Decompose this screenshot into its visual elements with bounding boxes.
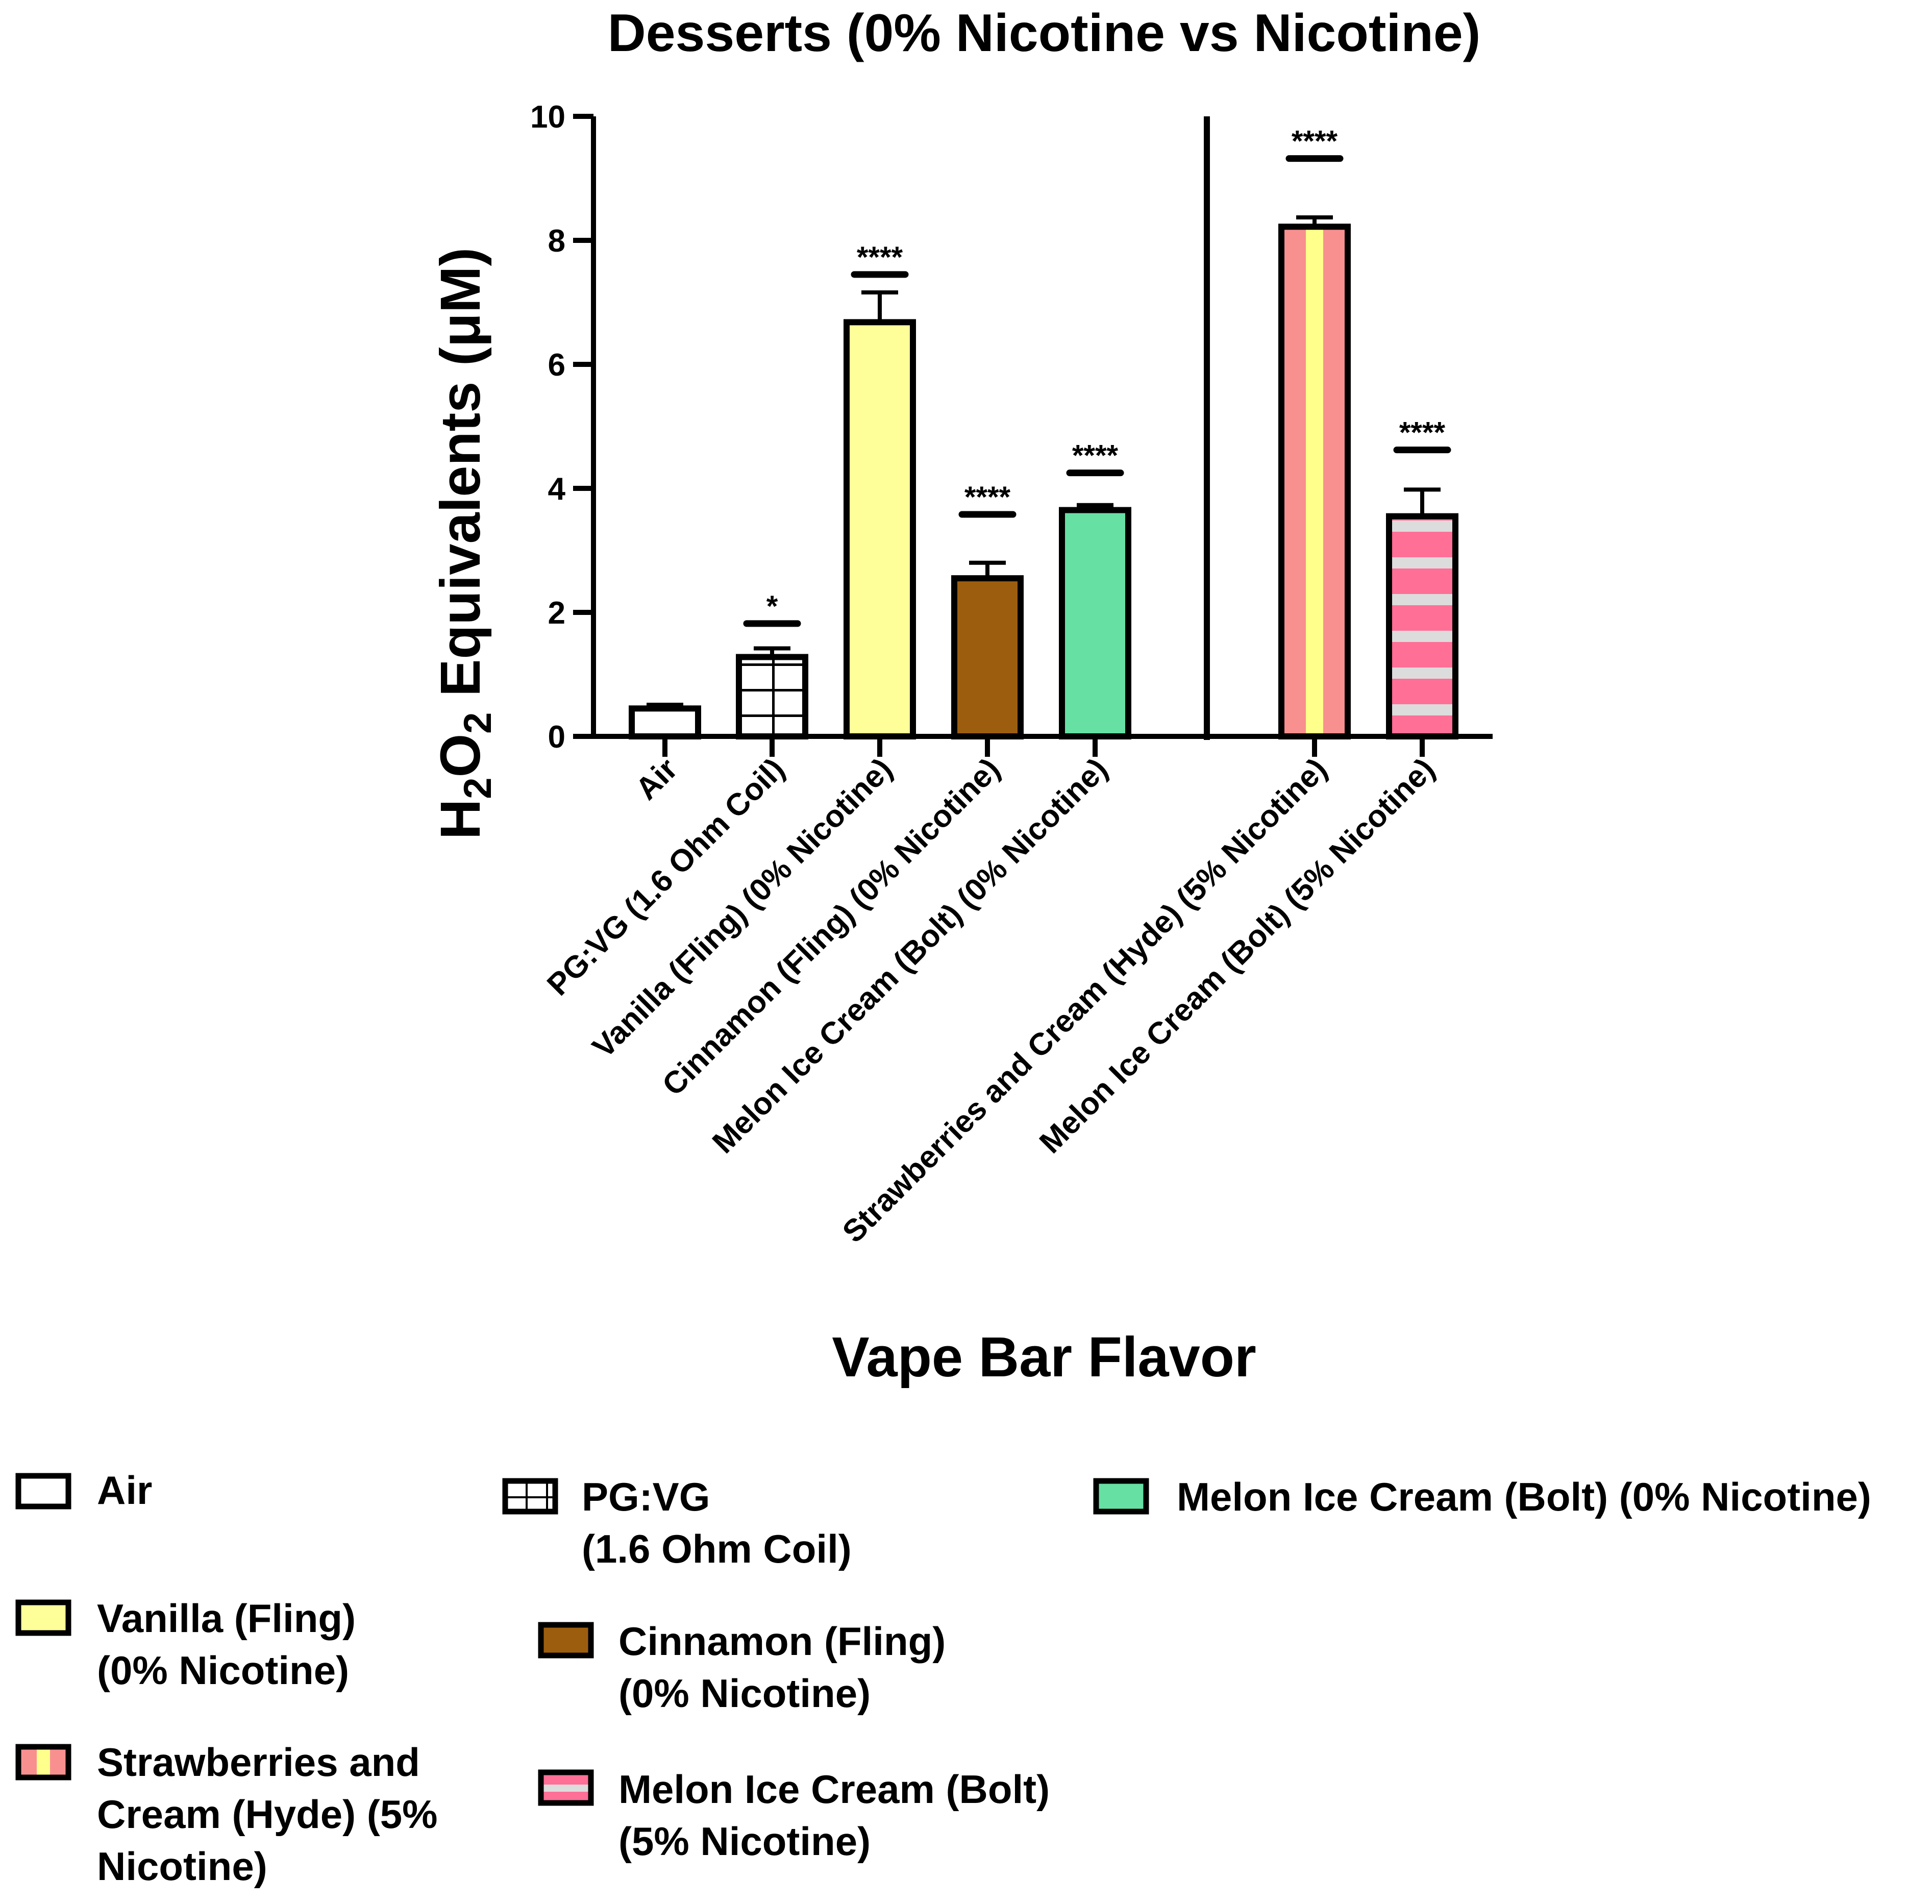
y-axis-label-part: Equivalents (μM) bbox=[429, 248, 492, 712]
legend-label: PG:VG (1.6 Ohm Coil) bbox=[582, 1474, 852, 1571]
legend-label-line: Cream (Hyde) (5% bbox=[97, 1792, 438, 1837]
legend-label-line: PG:VG bbox=[582, 1474, 710, 1519]
legend-swatch bbox=[1093, 1478, 1149, 1515]
bar bbox=[736, 654, 808, 739]
legend-label: Vanilla (Fling) (0% Nicotine) bbox=[97, 1596, 356, 1693]
significance-label: **** bbox=[1292, 125, 1338, 158]
y-axis-label-subscript: 2 bbox=[456, 712, 500, 734]
x-tick-label: Air bbox=[629, 751, 684, 806]
legend-swatch bbox=[538, 1769, 594, 1806]
y-axis-label-part: O bbox=[429, 734, 492, 778]
significance-label: **** bbox=[964, 481, 1011, 514]
legend-label: Cinnamon (Fling) (0% Nicotine) bbox=[618, 1619, 946, 1716]
y-axis-label: H2O2 Equivalents (μM) bbox=[429, 248, 500, 839]
significance-label: * bbox=[766, 590, 778, 623]
y-tick-label: 6 bbox=[548, 348, 565, 383]
significance-label: **** bbox=[857, 241, 903, 274]
legend-swatch bbox=[15, 1744, 71, 1781]
legend-label: Melon Ice Cream (Bolt) (5% Nicotine) bbox=[618, 1767, 1050, 1864]
legend-label-line: (0% Nicotine) bbox=[97, 1648, 349, 1693]
bar bbox=[951, 575, 1024, 740]
legend: Air PG:VG (1.6 Ohm Coil) Melon Ice Cream (B… bbox=[15, 1468, 1871, 1889]
chart-title: Desserts (0% Nicotine vs Nicotine) bbox=[608, 4, 1481, 63]
legend-swatch bbox=[502, 1478, 558, 1515]
y-tick-label: 10 bbox=[530, 100, 565, 135]
legend-label-line: Nicotine) bbox=[97, 1844, 267, 1889]
bar bbox=[844, 319, 916, 739]
y-tick-label: 4 bbox=[548, 472, 566, 507]
legend-label-line: Strawberries and bbox=[97, 1740, 420, 1785]
legend-label: Melon Ice Cream (Bolt) (0% Nicotine) bbox=[1177, 1474, 1871, 1519]
legend-swatch bbox=[15, 1599, 71, 1636]
legend-label-line: (5% Nicotine) bbox=[618, 1819, 871, 1864]
legend-label: Air bbox=[97, 1468, 152, 1513]
bar bbox=[1278, 224, 1351, 739]
legend-swatch bbox=[15, 1473, 71, 1510]
legend-label: Strawberries and Cream (Hyde) (5% Nicotine… bbox=[97, 1740, 438, 1889]
legend-label-line: Melon Ice Cream (Bolt) bbox=[618, 1767, 1050, 1812]
legend-label-line: Vanilla (Fling) bbox=[97, 1596, 356, 1641]
x-tick-label: Melon Ice Cream (Bolt) (5% Nicotine) bbox=[1033, 751, 1442, 1160]
y-axis-label-subscript: 2 bbox=[456, 777, 500, 799]
y-tick-label: 0 bbox=[548, 720, 565, 755]
y-axis-label-part: H bbox=[429, 799, 492, 839]
x-tick-label: Melon Ice Cream (Bolt) (0% Nicotine) bbox=[706, 751, 1114, 1160]
significance-label: **** bbox=[1399, 416, 1446, 450]
legend-label-line: (1.6 Ohm Coil) bbox=[582, 1526, 852, 1571]
x-axis-label: Vape Bar Flavor bbox=[832, 1326, 1256, 1389]
y-tick-label: 2 bbox=[548, 596, 565, 631]
bar bbox=[1386, 513, 1458, 739]
significance-label: **** bbox=[1072, 439, 1119, 473]
legend-swatch bbox=[538, 1622, 594, 1659]
y-tick-label: 8 bbox=[548, 224, 565, 259]
legend-label-line: Melon Ice Cream (Bolt) (0% Nicotine) bbox=[1177, 1474, 1871, 1519]
bar bbox=[1059, 507, 1131, 740]
bar bbox=[629, 705, 701, 739]
legend-label-line: (0% Nicotine) bbox=[618, 1671, 871, 1716]
legend-label-line: Air bbox=[97, 1468, 152, 1513]
legend-label-line: Cinnamon (Fling) bbox=[618, 1619, 946, 1664]
